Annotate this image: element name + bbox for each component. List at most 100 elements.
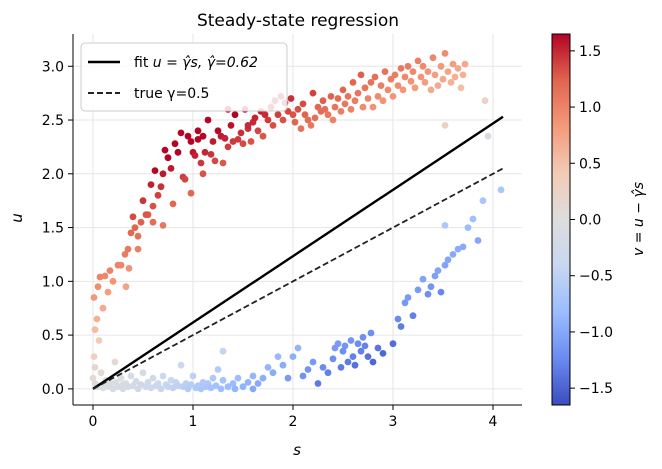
data-point [254, 380, 262, 387]
data-point [297, 125, 305, 132]
data-point [369, 358, 377, 366]
data-point [419, 62, 427, 70]
data-point [147, 181, 155, 189]
data-point [181, 175, 189, 183]
data-point [287, 95, 295, 102]
data-point [231, 385, 239, 393]
data-point [411, 84, 419, 92]
data-point [429, 54, 437, 62]
data-point [132, 377, 140, 385]
data-point [427, 86, 435, 94]
data-point [259, 374, 267, 382]
data-point [424, 290, 432, 298]
data-point [334, 95, 342, 102]
data-point [361, 84, 369, 92]
data-point [149, 374, 157, 382]
data-point [457, 84, 465, 92]
data-point [401, 299, 409, 307]
data-point [421, 79, 429, 86]
data-point [304, 366, 312, 373]
colorbar-tick-label: −0.5 [579, 269, 613, 285]
data-point [219, 376, 227, 384]
data-point [441, 261, 449, 269]
data-point [444, 256, 452, 264]
data-point [481, 97, 489, 105]
data-point [259, 132, 267, 140]
data-point [91, 364, 99, 371]
data-point [149, 218, 157, 226]
data-point [337, 108, 345, 115]
data-point [377, 82, 385, 89]
data-point [269, 122, 277, 129]
y-tick-label: 1.0 [42, 274, 64, 290]
data-point [142, 211, 150, 219]
data-point [347, 337, 355, 344]
data-point [229, 380, 237, 387]
data-point [497, 186, 505, 194]
data-point [434, 82, 442, 89]
data-point [461, 60, 469, 68]
data-point [291, 118, 299, 126]
data-point [354, 89, 362, 97]
data-point [404, 62, 412, 70]
data-point [441, 50, 449, 57]
x-tick-label: 3 [389, 414, 398, 430]
data-point [309, 358, 317, 366]
data-point [454, 65, 462, 72]
x-axis-label: s [293, 441, 301, 459]
data-point [441, 122, 449, 129]
data-point [274, 111, 282, 119]
data-point [394, 315, 402, 323]
data-point [299, 100, 307, 108]
data-point [187, 189, 195, 197]
colorbar-tick-label: −1.0 [579, 325, 613, 341]
data-point [197, 159, 205, 167]
data-point [324, 369, 332, 377]
data-point [409, 312, 417, 320]
data-point [211, 157, 219, 165]
data-point [319, 97, 327, 105]
data-point [299, 372, 307, 380]
data-point [301, 111, 309, 119]
data-point [414, 57, 422, 65]
data-point [254, 127, 262, 135]
data-point [404, 294, 412, 301]
data-point [344, 358, 352, 366]
data-point [129, 213, 137, 221]
data-point [199, 170, 207, 178]
data-point [324, 111, 332, 119]
data-point [459, 71, 467, 79]
data-point [191, 152, 199, 159]
data-point [364, 95, 372, 102]
data-point [224, 143, 232, 151]
data-point [341, 342, 349, 350]
data-point [337, 364, 345, 371]
data-point [201, 148, 209, 156]
data-point [187, 381, 195, 388]
legend-fit-label: fit u = γ̂s, γ̂=0.62 [134, 55, 258, 71]
data-point [137, 218, 145, 226]
data-point [419, 275, 427, 283]
data-point [161, 146, 169, 154]
data-point [177, 129, 185, 137]
data-point [371, 73, 379, 81]
y-tick-label: 2.5 [42, 113, 64, 129]
fit-line [92, 115, 504, 390]
data-point [97, 369, 105, 377]
data-point [397, 65, 405, 72]
data-point [329, 355, 337, 363]
data-point [249, 385, 257, 393]
x-ticks: 0 1 2 3 4 [89, 405, 498, 430]
data-point [221, 134, 229, 142]
data-point [409, 68, 417, 75]
colorbar-ticks: −1.5 −1.0 −0.5 0.0 0.5 1.0 1.5 [570, 44, 613, 397]
data-point [94, 283, 102, 291]
data-point [359, 333, 367, 341]
data-point [159, 222, 167, 229]
data-point [314, 380, 322, 387]
y-ticks: 0.0 0.5 1.0 1.5 2.0 2.5 3.0 [42, 59, 73, 398]
data-point [99, 304, 107, 312]
data-point [449, 60, 457, 68]
data-point [101, 272, 109, 280]
